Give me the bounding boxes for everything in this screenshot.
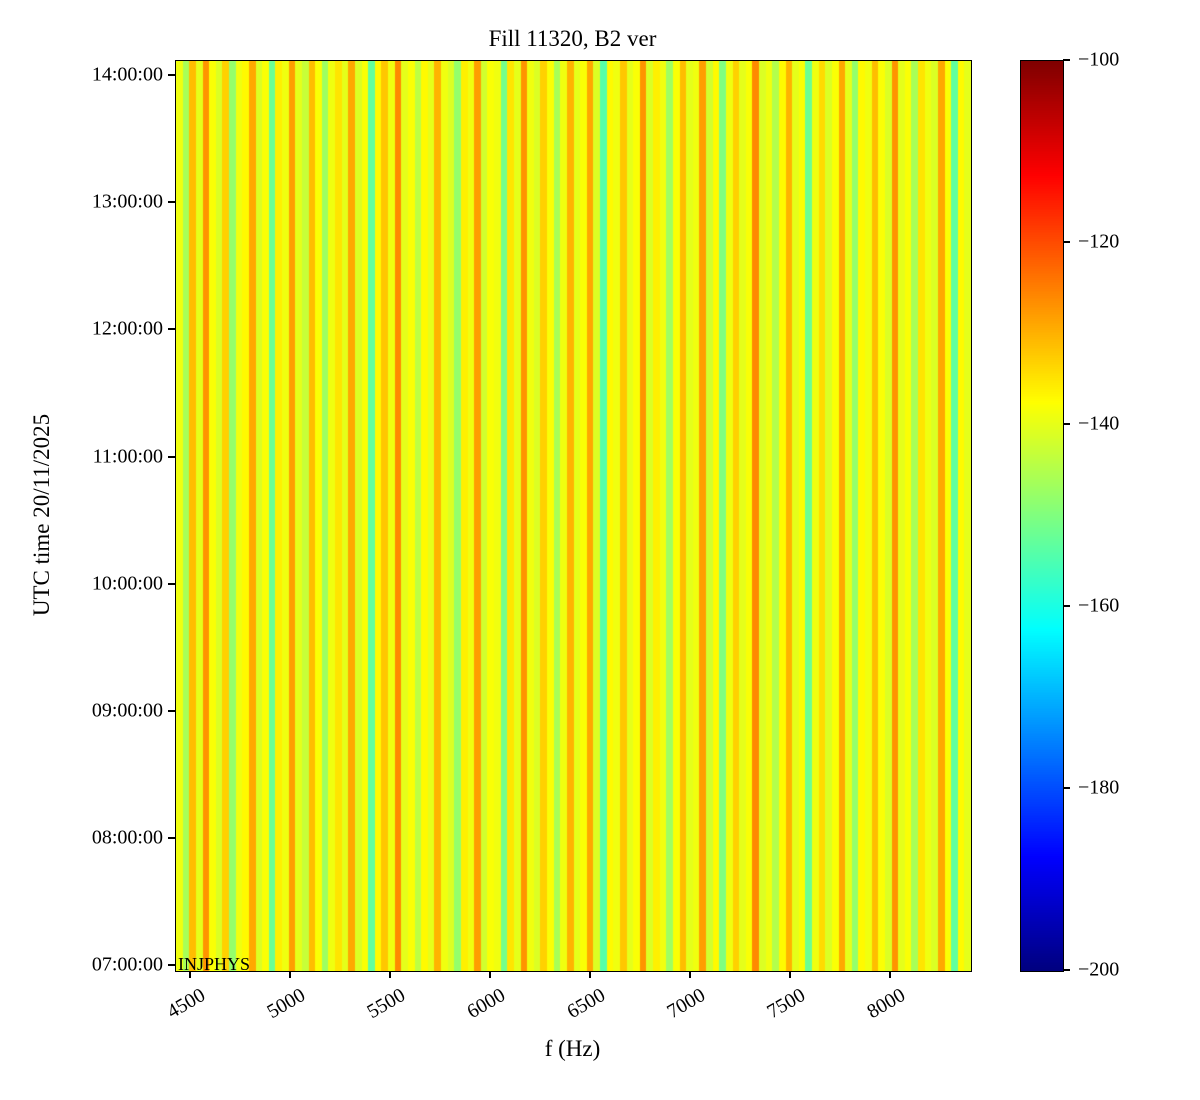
colorbar-tick-mark bbox=[1063, 969, 1070, 971]
y-tick-mark bbox=[168, 328, 175, 330]
colorbar-tick-mark bbox=[1063, 787, 1070, 789]
y-tick-label: 12:00:00 bbox=[91, 317, 163, 340]
colorbar bbox=[1020, 60, 1064, 972]
x-tick-label: 5500 bbox=[363, 984, 409, 1024]
colorbar-tick-label: −100 bbox=[1078, 48, 1120, 71]
y-tick-label: 13:00:00 bbox=[91, 190, 163, 213]
y-tick-label: 10:00:00 bbox=[91, 572, 163, 595]
y-tick-mark bbox=[168, 74, 175, 76]
x-axis-label: f (Hz) bbox=[544, 1036, 601, 1061]
colorbar-tick-mark bbox=[1063, 59, 1070, 61]
plot-area: INJPHYS bbox=[175, 60, 972, 974]
y-tick-mark bbox=[168, 201, 175, 203]
y-tick-label: 08:00:00 bbox=[91, 826, 163, 849]
x-tick-mark bbox=[489, 971, 491, 978]
x-tick-mark bbox=[289, 971, 291, 978]
x-tick-mark bbox=[389, 971, 391, 978]
x-tick-mark bbox=[589, 971, 591, 978]
chart-title: Fill 11320, B2 ver bbox=[488, 26, 657, 51]
colorbar-tick-mark bbox=[1063, 241, 1070, 243]
colorbar-tick-label: −180 bbox=[1078, 776, 1120, 799]
x-tick-mark bbox=[789, 971, 791, 978]
y-tick-mark bbox=[168, 837, 175, 839]
y-axis-label: UTC time 20/11/2025 bbox=[29, 413, 54, 617]
x-tick-label: 4500 bbox=[163, 984, 209, 1024]
x-tick-label: 6500 bbox=[563, 984, 609, 1024]
y-tick-mark bbox=[168, 456, 175, 458]
colorbar-tick-label: −160 bbox=[1078, 594, 1120, 617]
x-tick-mark bbox=[689, 971, 691, 978]
y-tick-label: 07:00:00 bbox=[91, 953, 163, 976]
x-tick-label: 8000 bbox=[863, 984, 909, 1024]
x-tick-mark bbox=[189, 971, 191, 978]
colorbar-tick-mark bbox=[1063, 423, 1070, 425]
x-tick-label: 7500 bbox=[763, 984, 809, 1024]
colorbar-tick-label: −140 bbox=[1078, 412, 1120, 435]
x-tick-mark bbox=[889, 971, 891, 978]
colorbar-tick-label: −200 bbox=[1078, 958, 1120, 981]
y-tick-label: 09:00:00 bbox=[91, 699, 163, 722]
heatmap-canvas bbox=[176, 61, 971, 971]
y-tick-mark bbox=[168, 583, 175, 585]
colorbar-tick-label: −120 bbox=[1078, 230, 1120, 253]
y-tick-label: 14:00:00 bbox=[91, 63, 163, 86]
colorbar-canvas bbox=[1021, 61, 1063, 971]
y-tick-mark bbox=[168, 710, 175, 712]
annotation-injphys: INJPHYS bbox=[178, 954, 251, 974]
x-tick-label: 6000 bbox=[463, 984, 509, 1024]
colorbar-tick-mark bbox=[1063, 605, 1070, 607]
x-tick-label: 7000 bbox=[663, 984, 709, 1024]
x-tick-label: 5000 bbox=[263, 984, 309, 1024]
y-tick-mark bbox=[168, 964, 175, 966]
y-tick-label: 11:00:00 bbox=[92, 445, 163, 468]
